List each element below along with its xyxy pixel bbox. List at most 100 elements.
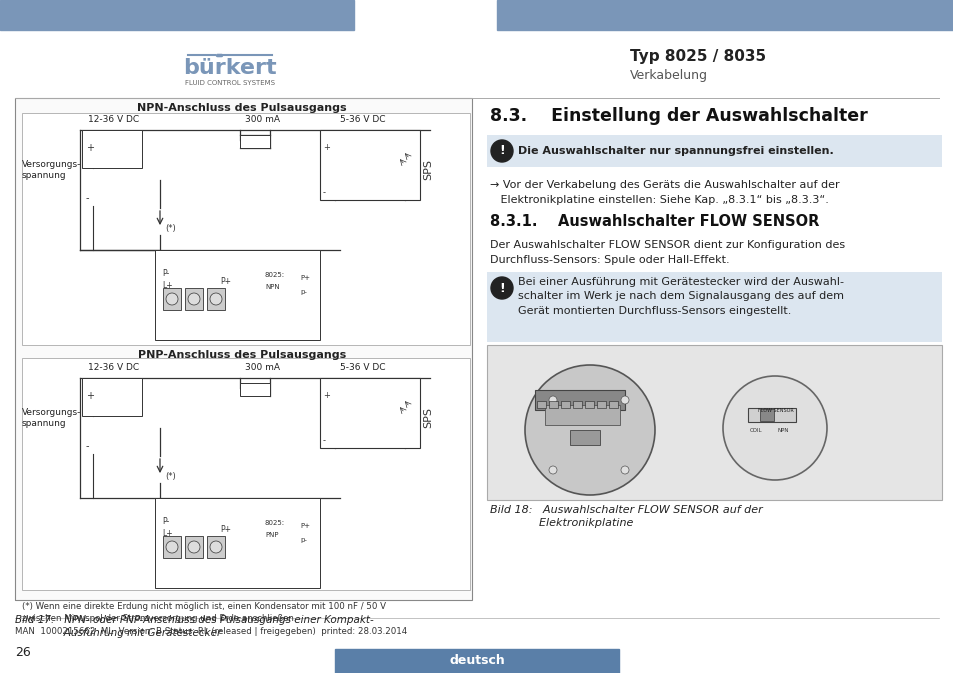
- Bar: [544, 405, 619, 425]
- Text: -: -: [323, 437, 326, 446]
- Circle shape: [166, 541, 178, 553]
- Bar: [207, 536, 225, 558]
- Text: 300 mA: 300 mA: [245, 363, 280, 372]
- Text: 8025:: 8025:: [265, 520, 285, 526]
- Text: Bild 17:   NPN- oder PNP-Anschluss des Pulsausgangs einer Kompakt-: Bild 17: NPN- oder PNP-Anschluss des Pul…: [15, 615, 374, 625]
- Text: 12-36 V DC: 12-36 V DC: [88, 116, 139, 125]
- Text: SPS: SPS: [422, 407, 433, 429]
- Text: (*) Wenn eine direkte Erdung nicht möglich ist, einen Kondensator mit 100 nF / 5: (*) Wenn eine direkte Erdung nicht mögli…: [22, 602, 386, 623]
- Text: 8.3.1.    Auswahlschalter FLOW SENSOR: 8.3.1. Auswahlschalter FLOW SENSOR: [490, 215, 819, 229]
- Text: Ausführung mit Gerätestecker: Ausführung mit Gerätestecker: [15, 628, 221, 638]
- Bar: [82, 378, 142, 416]
- Bar: [486, 135, 941, 167]
- Circle shape: [210, 541, 222, 553]
- Circle shape: [620, 396, 628, 404]
- Circle shape: [524, 365, 655, 495]
- Text: FLUID CONTROL SYSTEMS: FLUID CONTROL SYSTEMS: [185, 80, 274, 86]
- Text: (*): (*): [165, 472, 175, 481]
- Bar: [486, 272, 941, 342]
- Text: bürkert: bürkert: [183, 58, 276, 78]
- Bar: [486, 345, 941, 500]
- Bar: [185, 536, 203, 558]
- Bar: [319, 130, 419, 200]
- Bar: [760, 409, 773, 421]
- Circle shape: [166, 293, 178, 305]
- Text: 8025:: 8025:: [265, 272, 285, 278]
- Bar: [22, 113, 470, 345]
- Bar: [560, 401, 569, 408]
- Text: -: -: [86, 441, 90, 451]
- Text: -: -: [86, 193, 90, 203]
- Bar: [537, 401, 545, 408]
- Text: 8.3.    Einstellung der Auswahlschalter: 8.3. Einstellung der Auswahlschalter: [490, 107, 867, 125]
- Text: +: +: [86, 391, 94, 401]
- Text: NPN-Anschluss des Pulsausgangs: NPN-Anschluss des Pulsausgangs: [137, 103, 347, 113]
- Text: -: -: [323, 188, 326, 197]
- Text: L+: L+: [162, 281, 172, 289]
- Text: 300 mA: 300 mA: [245, 116, 280, 125]
- Text: Bei einer Ausführung mit Gerätestecker wird der Auswahl-
schalter im Werk je nac: Bei einer Ausführung mit Gerätestecker w…: [517, 277, 843, 316]
- Bar: [597, 401, 605, 408]
- Text: P-: P-: [162, 269, 169, 277]
- Circle shape: [188, 541, 200, 553]
- Text: SPS: SPS: [422, 160, 433, 180]
- Bar: [207, 288, 225, 310]
- Text: Verkabelung: Verkabelung: [629, 69, 707, 81]
- Bar: [548, 401, 558, 408]
- Text: Bild 18:   Auswahlschalter FLOW SENSOR auf der: Bild 18: Auswahlschalter FLOW SENSOR auf…: [490, 505, 762, 515]
- Text: !: !: [498, 281, 504, 295]
- Bar: [608, 401, 618, 408]
- Circle shape: [188, 293, 200, 305]
- Text: +: +: [86, 143, 94, 153]
- Text: Der Auswahlschalter FLOW SENSOR dient zur Konfiguration des
Durchfluss-Sensors: : Der Auswahlschalter FLOW SENSOR dient zu…: [490, 240, 844, 264]
- Text: Versorgungs-
spannung: Versorgungs- spannung: [22, 408, 81, 429]
- Text: (*): (*): [165, 223, 175, 232]
- Bar: [535, 390, 624, 410]
- Bar: [15, 98, 472, 600]
- Bar: [569, 430, 599, 445]
- Bar: [584, 401, 594, 408]
- Text: COIL: COIL: [749, 427, 761, 433]
- Circle shape: [491, 140, 513, 162]
- Text: Versorgungs-
spannung: Versorgungs- spannung: [22, 160, 81, 180]
- Text: deutsch: deutsch: [449, 655, 504, 668]
- Bar: [319, 378, 419, 448]
- Text: Die Auswahlschalter nur spannungsfrei einstellen.: Die Auswahlschalter nur spannungsfrei ei…: [517, 146, 833, 156]
- Text: P+: P+: [220, 526, 231, 534]
- Text: !: !: [498, 145, 504, 157]
- Bar: [154, 498, 319, 588]
- Bar: [163, 536, 181, 558]
- Text: NPN: NPN: [778, 427, 789, 433]
- Circle shape: [548, 466, 557, 474]
- Text: +: +: [323, 143, 330, 151]
- Circle shape: [722, 376, 826, 480]
- Bar: [163, 288, 181, 310]
- Circle shape: [620, 466, 628, 474]
- Text: +: +: [323, 390, 330, 400]
- Text: P-: P-: [162, 516, 169, 526]
- Text: Elektronikplatine: Elektronikplatine: [490, 518, 633, 528]
- Bar: [747, 408, 795, 422]
- Bar: [185, 288, 203, 310]
- Text: p-: p-: [299, 289, 307, 295]
- Text: 5-36 V DC: 5-36 V DC: [339, 116, 385, 125]
- Bar: [240, 383, 270, 396]
- Bar: [497, 0, 953, 30]
- Bar: [154, 250, 319, 340]
- Bar: [240, 135, 270, 148]
- Bar: [22, 358, 470, 590]
- Text: MAN  1000215662  ML  Version: B Status: RL (released | freigegeben)  printed: 28: MAN 1000215662 ML Version: B Status: RL …: [15, 627, 407, 637]
- Text: L+: L+: [162, 528, 172, 538]
- Text: FLOW SENSOR: FLOW SENSOR: [758, 407, 793, 413]
- Text: 5-36 V DC: 5-36 V DC: [339, 363, 385, 372]
- Text: P+: P+: [220, 277, 231, 287]
- Text: 26: 26: [15, 647, 30, 660]
- Circle shape: [548, 396, 557, 404]
- Bar: [335, 649, 618, 673]
- Text: 12-36 V DC: 12-36 V DC: [88, 363, 139, 372]
- Circle shape: [491, 277, 513, 299]
- Bar: [0, 0, 354, 30]
- Text: → Vor der Verkabelung des Geräts die Auswahlschalter auf der
   Elektronikplatin: → Vor der Verkabelung des Geräts die Aus…: [490, 180, 839, 205]
- Bar: [573, 401, 581, 408]
- Text: P+: P+: [299, 275, 310, 281]
